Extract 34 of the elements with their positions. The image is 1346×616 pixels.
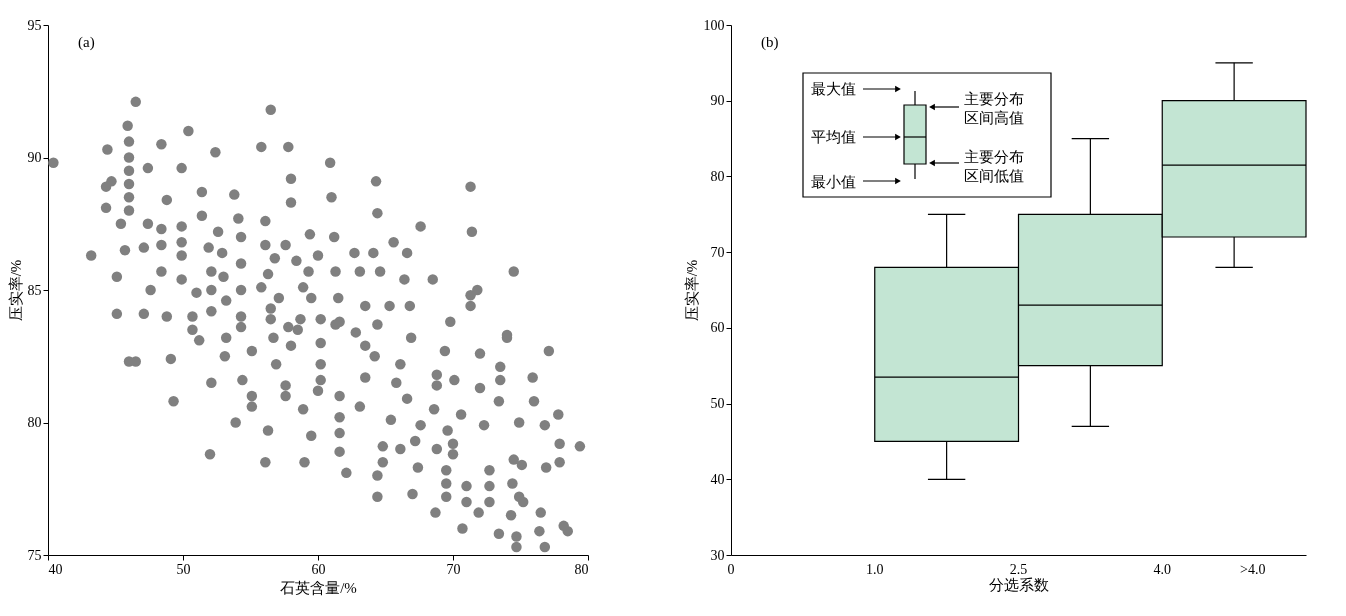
- annotation: 主要分布区间高值: [964, 91, 1024, 126]
- y-tick-label: 85: [27, 282, 42, 298]
- annotation: (b): [761, 34, 779, 51]
- annotation: (a): [78, 34, 95, 51]
- y-tick-label: 50: [710, 396, 725, 412]
- y-tick-label: 100: [703, 17, 725, 33]
- annotation: 平均值: [811, 129, 856, 145]
- x-axis-title: 分选系数: [989, 576, 1049, 593]
- y-tick-label: 95: [27, 17, 42, 33]
- text: 0: [727, 562, 735, 577]
- y-tick-label: 90: [27, 150, 42, 165]
- annotation: 主要分布区间低值: [964, 149, 1024, 184]
- text: >4.0: [1240, 562, 1266, 577]
- text: 2.5: [1009, 562, 1028, 577]
- y-tick-label: 90: [710, 93, 725, 109]
- y-tick-label: 75: [27, 547, 42, 563]
- annotation: 最小值: [811, 174, 856, 190]
- y-tick-label: 60: [710, 320, 725, 336]
- y-tick-label: 40: [710, 471, 725, 487]
- y-tick-label: 80: [710, 168, 725, 184]
- text: 4.0: [1153, 562, 1171, 577]
- x-tick-label: 70: [446, 561, 461, 577]
- annotation: 最大值: [811, 81, 856, 97]
- x-tick-label: 80: [574, 561, 589, 577]
- text: 1.0: [866, 562, 884, 577]
- y-tick-label: 80: [27, 415, 42, 430]
- y-axis-title: 压实率/%: [7, 259, 24, 322]
- x-tick-label: 50: [176, 561, 191, 577]
- x-tick-label: 40: [48, 561, 63, 577]
- x-tick-label: 60: [311, 561, 326, 577]
- y-tick-label: 30: [710, 547, 725, 563]
- x-axis-title: 石英含量/%: [280, 579, 357, 596]
- y-tick-label: 70: [710, 244, 725, 260]
- y-axis-title: 压实率/%: [683, 259, 700, 322]
